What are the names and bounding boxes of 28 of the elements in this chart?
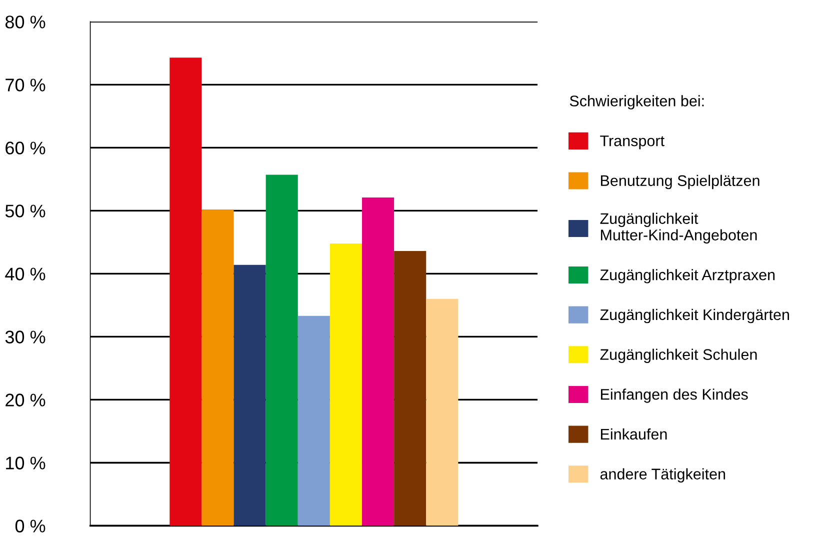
y-tick-label: 40 % [5,268,46,280]
y-tick-label: 0 % [15,520,46,532]
legend-label: Zugänglichkeit Kindergärten [600,308,789,324]
y-tick-label: 80 % [5,16,46,28]
bar [298,316,330,526]
bar [234,264,266,526]
bar [170,58,202,526]
legend-label: Transport [600,136,664,150]
y-tick-label: 50 % [5,204,46,218]
y-tick-label: 20 % [6,394,46,406]
bar [426,298,458,526]
legend-label: Zugänglichkeit Mutter-Kind-Angeboten [600,212,757,244]
legend-label: Zugänglichkeit Schulen [600,348,757,363]
y-tick-label: 10 % [6,456,46,470]
legend-label: andere Tätigkeiten [600,468,726,482]
bar [394,251,426,526]
y-tick-label: 70 % [6,78,46,92]
legend-label: Benutzung Spielplätzen [600,174,760,190]
y-tick-label: 60 % [6,142,46,154]
bar [330,243,362,526]
legend-label: Einkaufen [600,428,667,440]
y-tick-label: 30 % [5,330,46,344]
legend-label: Zugänglichkeit Arztpraxen [600,269,775,284]
legend-title: Schwierigkeiten bei: [570,95,704,110]
legend-label: Einfangen des Kindes [600,388,748,403]
bar [362,197,394,526]
bar [266,174,298,526]
bar [202,209,234,526]
